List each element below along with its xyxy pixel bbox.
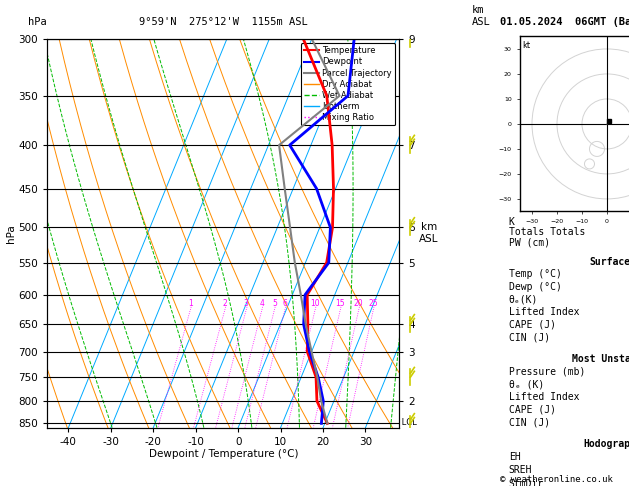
Legend: Temperature, Dewpoint, Parcel Trajectory, Dry Adiabat, Wet Adiabat, Isotherm, Mi: Temperature, Dewpoint, Parcel Trajectory…: [301, 43, 395, 125]
Text: Lifted Index: Lifted Index: [509, 392, 579, 402]
Text: 2: 2: [223, 299, 227, 308]
Text: 15: 15: [335, 299, 345, 308]
Text: Hodograph: Hodograph: [584, 439, 629, 449]
Text: 25: 25: [369, 299, 378, 308]
Text: 6: 6: [282, 299, 287, 308]
Text: 01.05.2024  06GMT (Base: 12): 01.05.2024 06GMT (Base: 12): [500, 17, 629, 27]
Text: Surface: Surface: [589, 257, 629, 266]
Y-axis label: km
ASL: km ASL: [419, 223, 438, 244]
Text: Totals Totals: Totals Totals: [509, 227, 585, 237]
Text: CAPE (J): CAPE (J): [509, 320, 556, 330]
Text: Pressure (mb): Pressure (mb): [509, 366, 585, 377]
Text: StmDir: StmDir: [509, 479, 544, 486]
Text: Most Unstable: Most Unstable: [572, 354, 629, 364]
Text: 9°59'N  275°12'W  1155m ASL: 9°59'N 275°12'W 1155m ASL: [139, 17, 308, 27]
X-axis label: Dewpoint / Temperature (°C): Dewpoint / Temperature (°C): [148, 450, 298, 459]
Text: EH: EH: [509, 452, 521, 462]
Text: CAPE (J): CAPE (J): [509, 404, 556, 415]
Text: 4: 4: [259, 299, 264, 308]
Text: kt: kt: [522, 41, 530, 51]
Text: 5: 5: [272, 299, 277, 308]
Text: 1: 1: [188, 299, 192, 308]
Text: Temp (°C): Temp (°C): [509, 269, 562, 279]
Text: CIN (J): CIN (J): [509, 417, 550, 427]
Text: PW (cm): PW (cm): [509, 238, 550, 248]
Text: © weatheronline.co.uk: © weatheronline.co.uk: [500, 474, 613, 484]
Text: SREH: SREH: [509, 466, 532, 475]
Text: km
ASL: km ASL: [472, 5, 491, 27]
Text: Lifted Index: Lifted Index: [509, 307, 579, 317]
Text: θₑ (K): θₑ (K): [509, 379, 544, 389]
Text: 20: 20: [354, 299, 364, 308]
Text: LCL: LCL: [399, 418, 417, 427]
Text: 3: 3: [244, 299, 248, 308]
Text: Dewp (°C): Dewp (°C): [509, 282, 562, 292]
Text: K: K: [509, 217, 515, 227]
Text: CIN (J): CIN (J): [509, 332, 550, 342]
Text: 10: 10: [310, 299, 320, 308]
Text: hPa: hPa: [28, 17, 47, 27]
Y-axis label: hPa: hPa: [6, 224, 16, 243]
Text: θₑ(K): θₑ(K): [509, 295, 538, 304]
